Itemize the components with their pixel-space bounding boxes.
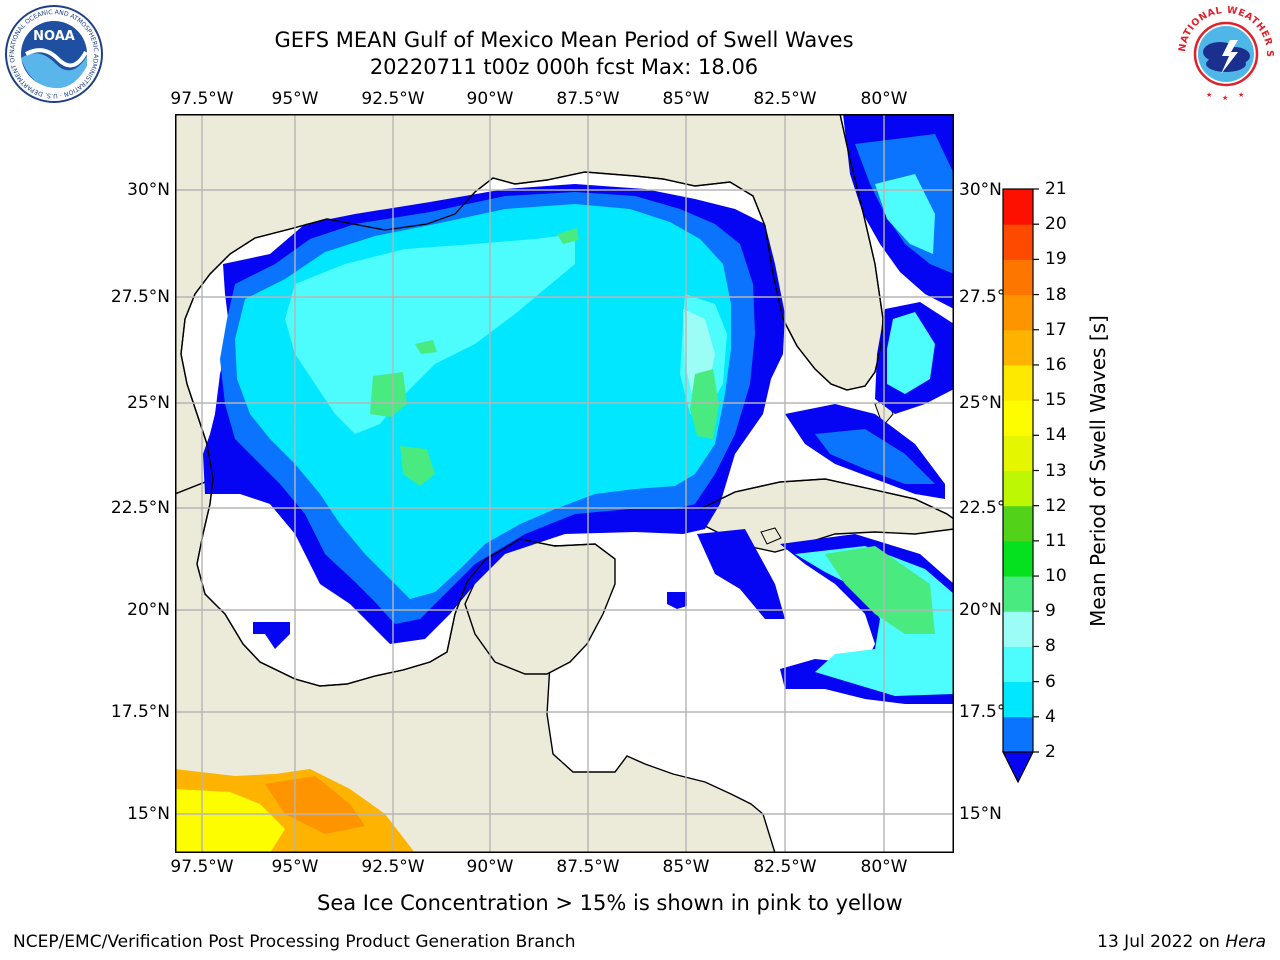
swell-zone-9-10s-a (690, 369, 719, 439)
swell-zone-9-10s-d (415, 340, 437, 354)
lon-label-top: 92.5°W (361, 89, 425, 109)
lon-label-top: 90°W (466, 89, 514, 109)
swell-period-field (175, 114, 954, 853)
lon-label-bottom: 80°W (860, 857, 908, 877)
credit-text: NCEP/EMC/Verification Post Processing Pr… (13, 932, 576, 952)
lon-label-top: 85°W (662, 89, 710, 109)
swell-zone-florida-straits-inner (815, 429, 935, 484)
lat-label-left: 25°N (127, 393, 170, 413)
colorbar-tick-label: 8 (1045, 636, 1056, 657)
colorbar-bin (1003, 364, 1033, 401)
swell-zone-9-10s-c (400, 446, 435, 486)
svg-text:★: ★ (1238, 91, 1244, 99)
colorbar-extend-arrow (1003, 752, 1033, 782)
lon-label-bottom: 97.5°W (170, 857, 234, 877)
colorbar-tick-label: 20 (1045, 214, 1067, 235)
lat-label-right: 30°N (959, 180, 1002, 200)
map-frame (175, 114, 954, 853)
swell-zone-9-10s-e (557, 228, 579, 244)
swell-zone-bahamas-inner (887, 312, 935, 394)
swell-zone-6-8s (285, 234, 575, 434)
colorbar (1002, 188, 1039, 784)
colorbar-bin (1003, 470, 1033, 507)
svg-text:★: ★ (1222, 94, 1228, 102)
colorbar-bin (1003, 576, 1033, 612)
land-masses (175, 114, 954, 853)
colorbar-tick-label: 15 (1045, 390, 1067, 411)
chart-title: GEFS MEAN Gulf of Mexico Mean Period of … (274, 28, 854, 52)
lat-label-left: 30°N (127, 180, 170, 200)
colorbar-bin (1003, 294, 1033, 331)
colorbar-tick-label: 16 (1045, 354, 1067, 375)
colorbar-title: Mean Period of Swell Waves [s] (1086, 315, 1110, 627)
sea-ice-note: Sea Ice Concentration > 15% is shown in … (317, 891, 903, 915)
graticule (175, 114, 954, 853)
colorbar-tick-label: 21 (1045, 179, 1067, 199)
colorbar-tick-label: 12 (1045, 495, 1067, 516)
colorbar-bin (1003, 681, 1033, 718)
swell-zone-yucatan-channel (697, 529, 785, 619)
lon-label-bottom: 85°W (662, 857, 710, 877)
colorbar-tick-label: 11 (1045, 530, 1067, 551)
isle-of-youth (760, 527, 782, 545)
colorbar-bin (1003, 259, 1033, 296)
colorbar-tick-label: 6 (1045, 671, 1056, 692)
colorbar-bin (1003, 505, 1033, 542)
map-panel (175, 114, 954, 853)
swell-zone-atlantic-north-core (875, 174, 935, 254)
lon-label-top: 80°W (860, 89, 908, 109)
noaa-logo: NATIONAL OCEANIC AND ATMOSPHERIC ADMINIS… (4, 4, 103, 103)
colorbar-bin (1003, 540, 1033, 577)
swell-zone-9-10s-b (370, 372, 407, 417)
lat-label-left: 20°N (127, 600, 170, 620)
colorbar-bin (1003, 611, 1033, 647)
colorbar-bin (1003, 646, 1033, 683)
svg-text:★: ★ (1206, 91, 1212, 99)
lon-label-bottom: 90°W (466, 857, 514, 877)
lon-label-bottom: 87.5°W (556, 857, 620, 877)
date-stamp: 13 Jul 2022 on Hera (1097, 932, 1266, 952)
colorbar-tick-label: 17 (1045, 319, 1067, 340)
colorbar-bin (1003, 224, 1033, 260)
lon-label-bottom: 82.5°W (753, 857, 817, 877)
colorbar-bin (1003, 716, 1033, 753)
colorbar-bin (1003, 400, 1033, 436)
noaa-text: NOAA (33, 29, 75, 44)
colorbar-bin (1003, 329, 1033, 366)
lat-label-right: 15°N (959, 804, 1002, 824)
date-text: 13 Jul 2022 on (1097, 932, 1226, 952)
colorbar-bin (1003, 435, 1033, 471)
lon-label-top: 97.5°W (170, 89, 234, 109)
colorbar-tick-label: 9 (1045, 601, 1056, 622)
lon-label-top: 95°W (271, 89, 319, 109)
swell-zone-small-patch-2 (667, 592, 687, 609)
swell-zone-pacific-orange (265, 776, 365, 834)
lat-label-right: 25°N (959, 393, 1002, 413)
lon-label-top: 87.5°W (556, 89, 620, 109)
nws-logo: NATIONAL WEATHER SERVICE ★ ★ ★ (1176, 4, 1274, 102)
chart-subtitle: 20220711 t00z 000h fcst Max: 18.06 (369, 55, 759, 79)
lat-label-left: 17.5°N (110, 702, 170, 722)
lat-label-left: 27.5°N (110, 287, 170, 307)
lon-label-bottom: 92.5°W (361, 857, 425, 877)
colorbar-tick-label: 19 (1045, 249, 1067, 270)
lon-label-top: 82.5°W (753, 89, 817, 109)
lat-label-left: 15°N (127, 804, 170, 824)
lat-label-right: 20°N (959, 600, 1002, 620)
host-name: Hera (1225, 932, 1266, 952)
colorbar-tick-label: 4 (1045, 706, 1056, 727)
swell-zone-small-patch (253, 622, 290, 649)
colorbar-tick-label: 10 (1045, 566, 1067, 587)
colorbar-bin (1003, 189, 1033, 225)
swell-zone-caribbean-core (825, 546, 935, 634)
lat-label-left: 22.5°N (110, 498, 170, 518)
lon-label-bottom: 95°W (271, 857, 319, 877)
colorbar-tick-label: 14 (1045, 425, 1067, 446)
colorbar-tick-label: 2 (1045, 742, 1056, 762)
colorbar-tick-label: 18 (1045, 284, 1067, 305)
colorbar-tick-label: 13 (1045, 460, 1067, 481)
